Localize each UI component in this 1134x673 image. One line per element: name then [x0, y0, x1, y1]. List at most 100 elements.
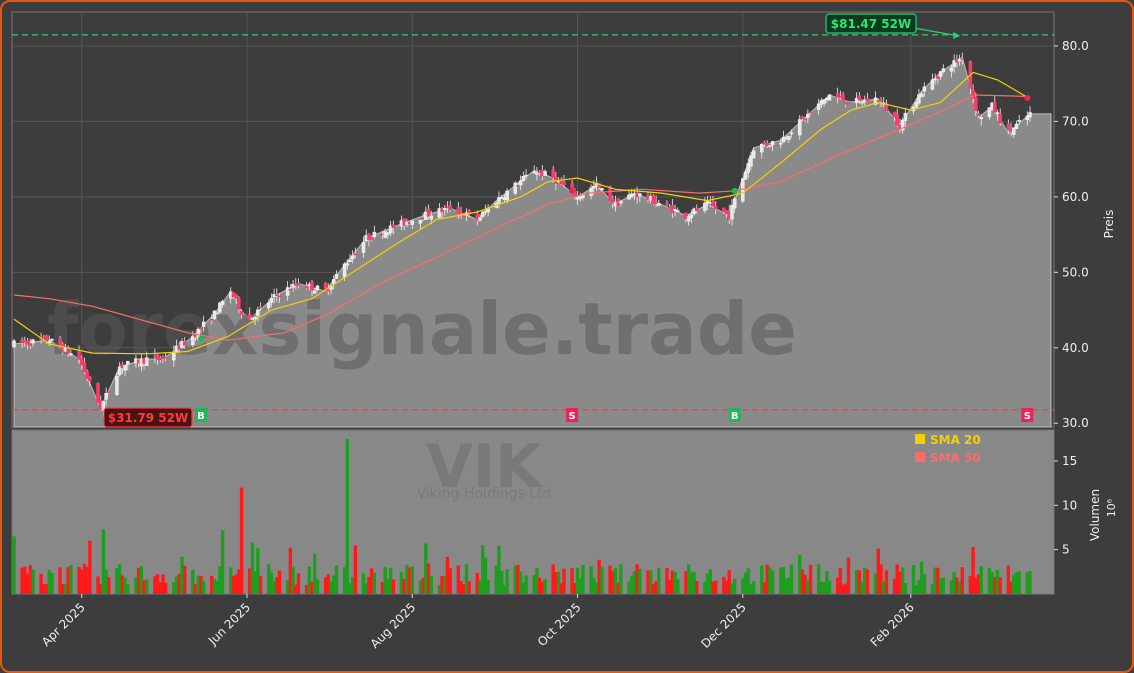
- volume-bar: [957, 581, 962, 594]
- candle-body: [334, 274, 339, 279]
- volume-bar: [676, 579, 680, 594]
- candle-body: [386, 232, 390, 235]
- volume-bar: [88, 540, 92, 594]
- volume-bar: [104, 569, 108, 594]
- volume-tick-label: 5: [1062, 543, 1070, 557]
- volume-bar: [770, 570, 775, 594]
- volume-bar: [364, 583, 368, 594]
- volume-bar: [692, 571, 696, 594]
- volume-bar: [315, 579, 320, 594]
- volume-bar: [562, 568, 566, 594]
- candle-body: [275, 294, 279, 297]
- volume-bar: [464, 563, 469, 594]
- volume-bar: [594, 582, 599, 594]
- candle-body: [895, 114, 899, 126]
- candle-body: [104, 393, 108, 400]
- x-tick-label: Aug 2025: [368, 600, 419, 651]
- candle-body: [608, 187, 612, 202]
- volume-bar: [462, 584, 466, 594]
- ticker-watermark: VIK: [426, 432, 544, 502]
- volume-bar: [730, 583, 734, 594]
- volume-bar: [816, 564, 821, 594]
- volume-bar: [177, 573, 181, 594]
- candle-body: [638, 193, 642, 197]
- candle-body: [25, 340, 30, 345]
- volume-bar: [193, 584, 198, 594]
- candle-body: [600, 188, 604, 191]
- volume-bar: [803, 574, 807, 594]
- low-52w-label: $31.79 52W: [108, 411, 188, 425]
- volume-axis-label: Volumen: [1088, 489, 1102, 541]
- sell-signal-marker: [1021, 408, 1034, 422]
- volume-bar: [998, 577, 1002, 594]
- volume-bar: [995, 570, 1000, 594]
- volume-bar: [638, 568, 642, 594]
- sma20-line: [13, 71, 1031, 355]
- volume-bar: [383, 566, 387, 594]
- candle-body: [353, 253, 358, 255]
- volume-bar: [968, 575, 973, 594]
- volume-bar: [611, 571, 615, 594]
- volume-bar: [974, 577, 978, 594]
- volume-bar: [648, 570, 653, 594]
- candle-body: [993, 101, 997, 113]
- candle-body: [665, 202, 669, 205]
- volume-bar: [58, 567, 62, 594]
- volume-bar: [47, 569, 51, 594]
- candle-body: [253, 316, 257, 319]
- volume-bar: [521, 583, 526, 594]
- candle-body: [117, 366, 122, 376]
- volume-bar: [900, 567, 905, 594]
- candle-body: [85, 371, 89, 379]
- candle-body: [974, 96, 978, 111]
- candle-body: [1014, 123, 1019, 129]
- price-tick-label: 80.0: [1062, 39, 1089, 53]
- volume-bar: [630, 575, 634, 594]
- volume-bar: [955, 577, 959, 594]
- candle-body: [12, 340, 16, 348]
- candle-body: [808, 111, 813, 114]
- volume-bar: [657, 567, 661, 594]
- candle-body: [304, 285, 309, 289]
- price-tick-label: 30.0: [1062, 416, 1089, 430]
- volume-bar: [990, 572, 994, 594]
- high-52w-arrowhead: [953, 31, 961, 39]
- volume-bar: [42, 584, 46, 594]
- candle-body: [258, 306, 263, 309]
- volume-bar: [933, 567, 937, 594]
- volume-bar: [979, 566, 983, 594]
- volume-bar: [69, 565, 73, 594]
- candle-body: [402, 218, 406, 226]
- candle-body: [689, 214, 694, 219]
- volume-bar: [98, 584, 103, 594]
- volume-bar: [976, 574, 981, 594]
- candle-body: [806, 113, 810, 118]
- volume-bar: [635, 564, 639, 594]
- volume-bar: [760, 565, 764, 594]
- candle-body: [123, 364, 127, 371]
- sell-signal-marker: [566, 408, 579, 422]
- volume-bar: [749, 584, 753, 594]
- volume-bar: [895, 564, 899, 594]
- candle-body: [800, 116, 805, 119]
- candle-body: [933, 78, 937, 81]
- candle-body: [345, 263, 349, 266]
- volume-bar: [77, 566, 81, 594]
- candle-body: [77, 351, 81, 360]
- candle-body: [163, 356, 168, 359]
- volume-bar: [873, 573, 878, 594]
- volume-bar: [391, 579, 396, 594]
- candle-body: [686, 216, 691, 222]
- volume-bar: [410, 566, 414, 594]
- volume-bar: [180, 556, 184, 594]
- candle-body: [619, 201, 623, 204]
- volume-bar: [66, 567, 70, 594]
- volume-bar: [540, 581, 545, 594]
- volume-bar: [941, 577, 946, 594]
- candle-body: [291, 283, 295, 288]
- volume-bar: [445, 556, 450, 594]
- volume-bar: [505, 569, 509, 594]
- volume-bar: [554, 571, 558, 594]
- volume-bar: [323, 577, 328, 594]
- price-tick-label: 40.0: [1062, 341, 1089, 355]
